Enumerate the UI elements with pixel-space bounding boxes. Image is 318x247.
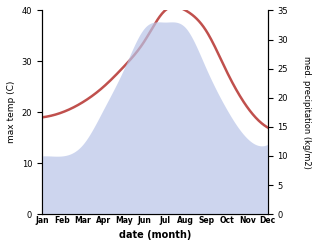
X-axis label: date (month): date (month) [119,230,191,240]
Y-axis label: max temp (C): max temp (C) [7,81,16,144]
Y-axis label: med. precipitation (kg/m2): med. precipitation (kg/m2) [302,56,311,169]
